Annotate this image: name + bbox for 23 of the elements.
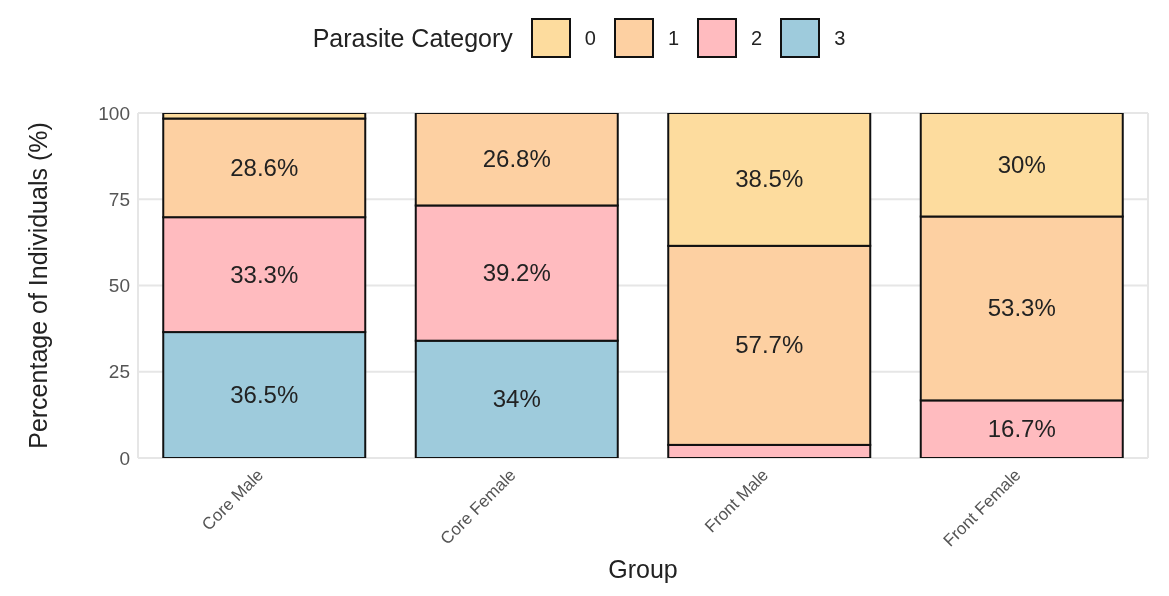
legend-label: 0 xyxy=(584,26,596,50)
y-tick-label: 0 xyxy=(119,447,130,469)
data-label: 38.5% xyxy=(735,165,804,193)
data-label: 33.3% xyxy=(230,260,299,288)
data-label: 36.5% xyxy=(230,381,299,409)
data-label: 30% xyxy=(997,150,1046,178)
y-tick-label: 75 xyxy=(108,188,130,210)
y-tick-label: 50 xyxy=(108,275,130,297)
legend-label: 2 xyxy=(751,26,763,50)
data-label: 16.7% xyxy=(987,415,1056,443)
y-axis-title: Percentage of Individuals (%) xyxy=(23,122,52,449)
legend-label: 3 xyxy=(834,26,846,50)
legend-label: 1 xyxy=(667,26,680,50)
x-axis-title: Group xyxy=(608,555,678,583)
data-label: 57.7% xyxy=(735,331,804,359)
data-label: 28.6% xyxy=(230,153,299,181)
data-label: 34% xyxy=(492,385,541,413)
y-tick-label: 25 xyxy=(108,361,130,383)
data-label: 26.8% xyxy=(482,145,551,173)
data-label: 39.2% xyxy=(482,259,551,287)
y-tick-label: 100 xyxy=(98,102,130,124)
legend-title: Parasite Category xyxy=(312,23,513,53)
data-label: 53.3% xyxy=(987,294,1056,322)
